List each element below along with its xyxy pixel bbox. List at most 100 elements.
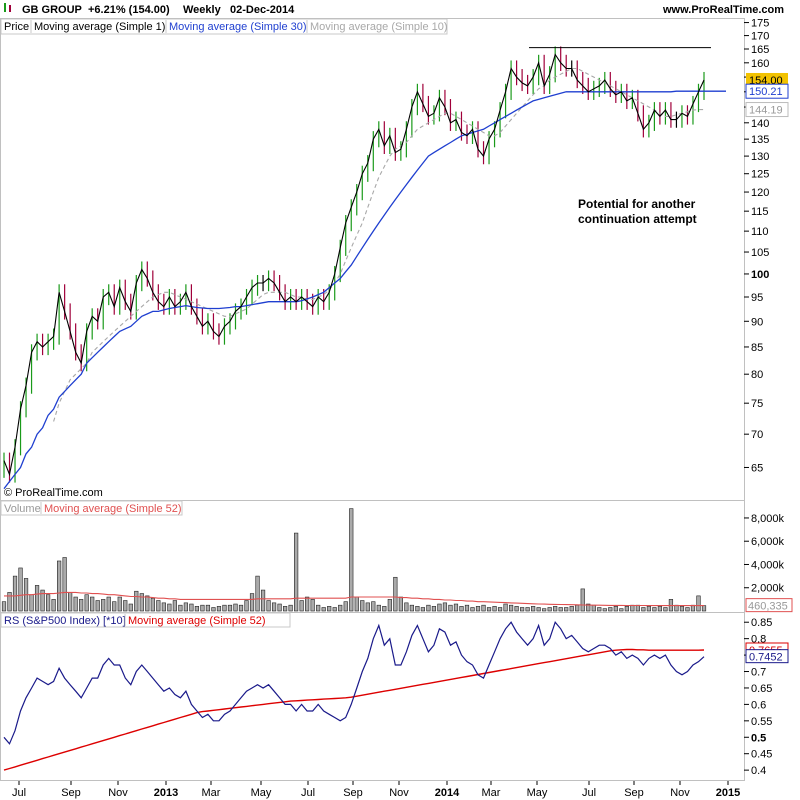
volume-bar <box>415 606 420 612</box>
volume-bar <box>376 604 381 612</box>
volume-bar <box>442 602 448 612</box>
price-bars <box>3 46 705 483</box>
volume-bar <box>167 603 172 612</box>
price-tick-label: 85 <box>751 342 763 354</box>
volume-axis: 2,000k 4,000k 6,000k 8,000k <box>744 513 785 595</box>
volume-bar <box>79 599 84 612</box>
volume-bar <box>211 607 216 612</box>
volume-bar <box>18 567 23 612</box>
rs-tick-label: 0.55 <box>751 716 772 728</box>
volume-bar <box>51 599 56 612</box>
volume-bar <box>45 594 51 612</box>
copyright: © ProRealTime.com <box>4 487 103 499</box>
price-tick-label: 65 <box>751 462 763 474</box>
annotation-line2: continuation attempt <box>578 212 697 226</box>
site-url[interactable]: www.ProRealTime.com <box>662 4 784 16</box>
volume-bar <box>1 601 7 612</box>
volume-bar <box>420 607 425 612</box>
time-tick-label: Jul <box>12 787 26 799</box>
volume-bar <box>475 606 481 612</box>
time-axis: Jul Sep Nov 2013 Mar May Jul Sep Nov 2014 Mar May Ju… <box>12 781 740 799</box>
volume-bar <box>459 606 464 612</box>
volume-bar <box>244 600 249 612</box>
candle-icon-2 <box>9 5 11 12</box>
annotation-line1: Potential for another <box>578 197 696 211</box>
volume-tick-label: 8,000k <box>751 513 785 525</box>
rs-legend: RS (S&P500 Index) [*10] Moving average (… <box>0 612 291 628</box>
volume-bar <box>679 606 685 612</box>
volume-bar <box>426 604 431 612</box>
volume-bar <box>227 604 233 612</box>
volume-bar <box>608 607 613 612</box>
volume-bar <box>34 585 40 612</box>
volume-bar <box>277 603 282 612</box>
volume-bar <box>29 594 34 612</box>
time-tick-label: May <box>251 787 272 799</box>
volume-bar <box>57 560 62 612</box>
volume-bar <box>514 606 519 612</box>
volume-bar <box>216 606 222 612</box>
price-change: +6.21% (154.00) <box>88 4 170 16</box>
price-tick-label: 75 <box>751 398 763 410</box>
ma10-badge <box>745 102 789 118</box>
price-tick-label: 140 <box>751 118 769 130</box>
price-tick-label: 175 <box>751 18 769 30</box>
rs-tick-label: 0.6 <box>751 699 766 711</box>
volume-bar <box>486 607 492 612</box>
volume-bar <box>641 607 646 612</box>
volume-bar <box>90 596 95 612</box>
volume-bar <box>145 595 150 612</box>
volume-bar <box>117 596 122 612</box>
volume-bar <box>497 607 503 612</box>
volume-bar <box>249 593 255 612</box>
time-tick-label: Jul <box>582 787 596 799</box>
price-lines <box>3 53 726 490</box>
volume-tick-label: 2,000k <box>751 583 785 595</box>
volume-bar <box>200 604 205 612</box>
legend-ma1: Moving average (Simple 1) <box>34 21 165 33</box>
rs-line <box>3 620 705 745</box>
volume-bars <box>1 508 707 612</box>
price-tick-label: 105 <box>751 247 769 259</box>
legend-volume: Volume <box>4 503 41 515</box>
legend-ma10: Moving average (Simple 10) <box>310 21 448 33</box>
volume-bar <box>222 604 227 612</box>
volume-bar <box>354 596 359 612</box>
volume-bar <box>161 602 166 612</box>
volume-bar <box>624 606 629 612</box>
volume-bar <box>128 603 133 612</box>
volume-pane-frame <box>0 500 745 613</box>
volume-bar <box>525 607 530 612</box>
volume-bar <box>575 604 580 612</box>
volume-bar <box>172 600 177 612</box>
volume-bar <box>106 596 111 612</box>
volume-bar <box>503 603 508 612</box>
volume-bar <box>266 600 271 612</box>
volume-bar <box>508 604 514 612</box>
volume-bar <box>564 607 569 612</box>
volume-ma-badge <box>745 598 793 613</box>
volume-bar <box>492 606 497 612</box>
legend-rs: RS (S&P500 Index) [*10] <box>4 615 126 627</box>
volume-bar <box>134 590 139 612</box>
volume-bar <box>189 603 194 612</box>
volume-bar <box>646 606 651 612</box>
volume-bar <box>349 508 354 612</box>
time-tick-label: Jul <box>301 787 315 799</box>
legend-volume-ma: Moving average (Simple 52) <box>44 503 182 515</box>
time-tick-label: Sep <box>343 787 363 799</box>
volume-bar <box>12 575 18 612</box>
time-tick-label: Nov <box>389 787 409 799</box>
volume-bar <box>586 603 591 612</box>
volume-bar <box>360 600 365 612</box>
time-tick-label: Mar <box>482 787 501 799</box>
price-tick-label: 115 <box>751 206 769 218</box>
price-tick-label: 90 <box>751 316 763 328</box>
volume-bar <box>139 593 144 612</box>
time-tick-label: Mar <box>202 787 221 799</box>
time-tick-label: 2013 <box>154 787 178 799</box>
price-tick-label: 95 <box>751 292 763 304</box>
volume-tick-label: 4,000k <box>751 559 785 571</box>
volume-tick-label: 6,000k <box>751 536 785 548</box>
